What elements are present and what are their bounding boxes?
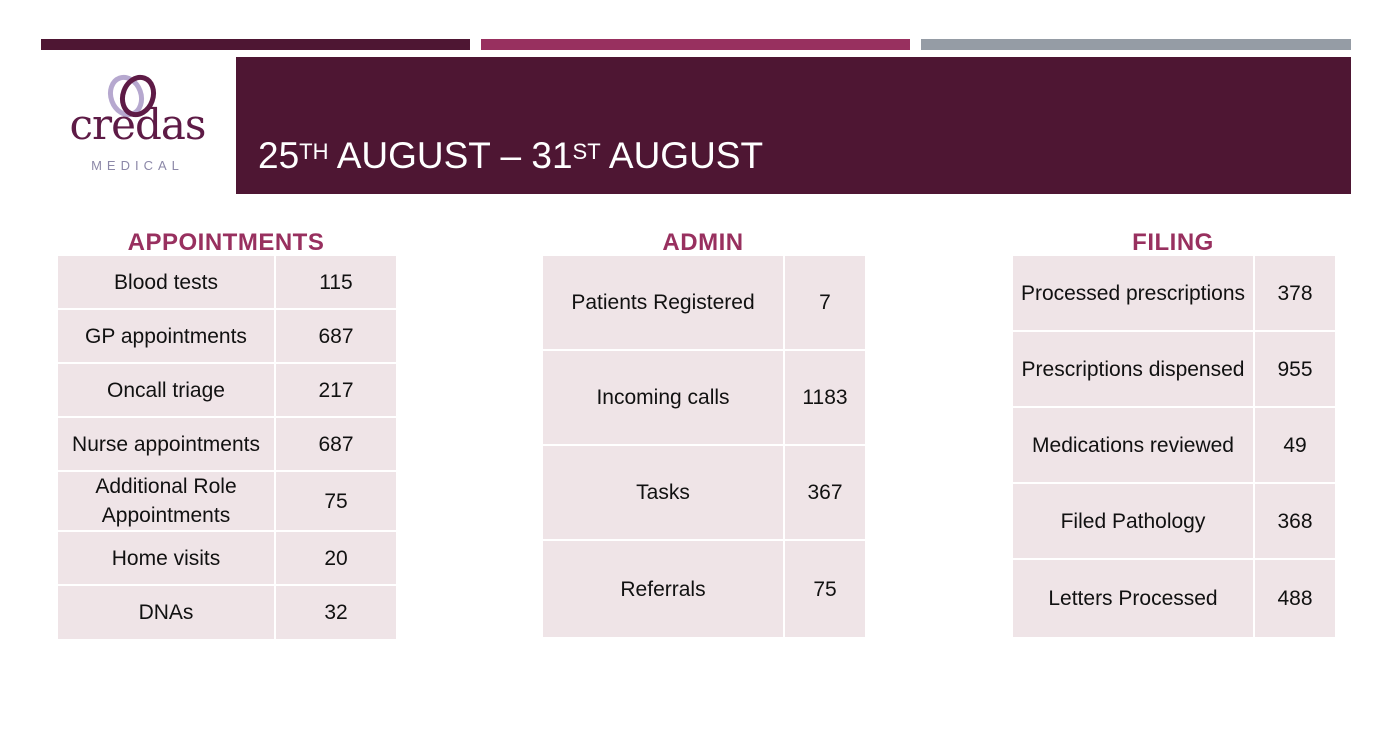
filing-table: Processed prescriptions 378 Prescriptions… <box>1011 254 1337 639</box>
table-row: Medications reviewed 49 <box>1011 406 1337 484</box>
row-label: Home visits <box>56 530 276 586</box>
interlocking-rings-logo-mark <box>107 74 157 118</box>
row-value: 488 <box>1253 558 1337 639</box>
appointments-table: Blood tests 115 GP appointments 687 Oncall… <box>56 254 398 641</box>
table-row: Processed prescriptions 378 <box>1011 254 1337 332</box>
row-label: Patients Registered <box>541 254 785 351</box>
row-value: 75 <box>274 470 398 532</box>
row-value: 49 <box>1253 406 1337 484</box>
credas-medical-logo: credas MEDICAL <box>50 74 225 182</box>
accent-bar-middle <box>481 39 910 50</box>
row-value: 687 <box>274 308 398 364</box>
row-label: Nurse appointments <box>56 416 276 472</box>
table-row: Patients Registered 7 <box>541 254 867 351</box>
row-value: 75 <box>783 539 867 639</box>
table-row: GP appointments 687 <box>56 308 398 364</box>
filing-heading: FILING <box>1132 229 1214 256</box>
title-ordinal-2: ST <box>572 139 601 164</box>
row-label: Incoming calls <box>541 349 785 446</box>
row-label: Tasks <box>541 444 785 541</box>
row-label: Processed prescriptions <box>1011 254 1255 332</box>
appointments-heading: APPOINTMENTS <box>127 229 325 256</box>
title-ordinal-1: TH <box>299 139 329 164</box>
table-row: Additional Role Appointments 75 <box>56 470 398 532</box>
row-label: Filed Pathology <box>1011 482 1255 560</box>
table-row: Prescriptions dispensed 955 <box>1011 330 1337 408</box>
table-row: DNAs 32 <box>56 584 398 641</box>
table-row: Nurse appointments 687 <box>56 416 398 472</box>
row-label: Additional Role Appointments <box>56 470 276 532</box>
table-row: Tasks 367 <box>541 444 867 541</box>
row-value: 378 <box>1253 254 1337 332</box>
row-value: 7 <box>783 254 867 351</box>
row-label: Referrals <box>541 539 785 639</box>
admin-heading: ADMIN <box>662 229 744 256</box>
row-value: 367 <box>783 444 867 541</box>
row-value: 687 <box>274 416 398 472</box>
row-label: GP appointments <box>56 308 276 364</box>
logo-subtitle: MEDICAL <box>91 158 184 173</box>
row-value: 1183 <box>783 349 867 446</box>
table-row: Oncall triage 217 <box>56 362 398 418</box>
row-label: Letters Processed <box>1011 558 1255 639</box>
row-label: Blood tests <box>56 254 276 310</box>
row-value: 20 <box>274 530 398 586</box>
title-middle: AUGUST – 31 <box>328 135 573 176</box>
title-start-day: 25 <box>258 135 300 176</box>
table-row: Home visits 20 <box>56 530 398 586</box>
admin-table: Patients Registered 7 Incoming calls 1183 … <box>541 254 867 639</box>
row-value: 32 <box>274 584 398 641</box>
row-label: Oncall triage <box>56 362 276 418</box>
table-row: Incoming calls 1183 <box>541 349 867 446</box>
table-row: Filed Pathology 368 <box>1011 482 1337 560</box>
title-banner: 25TH AUGUST – 31ST AUGUST <box>236 57 1351 194</box>
row-label: Medications reviewed <box>1011 406 1255 484</box>
row-label: DNAs <box>56 584 276 641</box>
title-end: AUGUST <box>600 135 764 176</box>
row-value: 217 <box>274 362 398 418</box>
logo-wordmark: credas <box>69 100 207 149</box>
table-row: Blood tests 115 <box>56 254 398 310</box>
table-row: Referrals 75 <box>541 539 867 639</box>
row-value: 115 <box>274 254 398 310</box>
accent-bar-right <box>921 39 1351 50</box>
row-value: 955 <box>1253 330 1337 408</box>
accent-bar-left <box>41 39 470 50</box>
page-title: 25TH AUGUST – 31ST AUGUST <box>258 135 763 177</box>
row-label: Prescriptions dispensed <box>1011 330 1255 408</box>
row-value: 368 <box>1253 482 1337 560</box>
table-row: Letters Processed 488 <box>1011 558 1337 639</box>
